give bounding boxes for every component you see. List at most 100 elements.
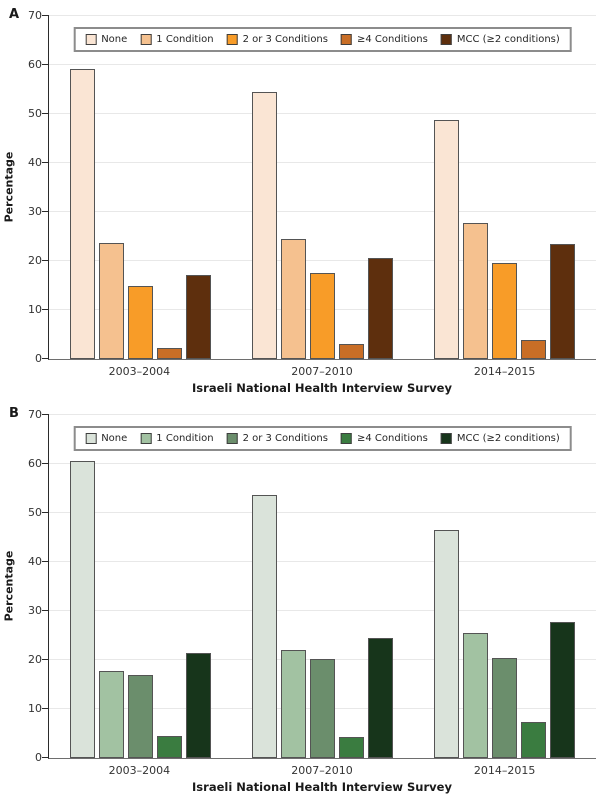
x-tick-label: 2003–2004	[108, 764, 171, 777]
plot-area: None 1 Condition 2 or 3 Conditions ≥4 Condi…	[42, 15, 596, 360]
legend-entry-4-conditions: ≥4 Conditions	[340, 433, 428, 444]
x-tick-label: 2007–2010	[291, 764, 353, 777]
legend-swatch-1-condition	[140, 34, 152, 45]
y-tick-label: 30	[28, 604, 42, 617]
bar-2-or-3-conditions	[309, 658, 335, 758]
y-tick-mark	[42, 561, 49, 562]
y-tick-mark	[42, 162, 49, 163]
legend-swatch-4-conditions	[340, 433, 352, 444]
legend: None 1 Condition 2 or 3 Conditions ≥4 Condi…	[73, 426, 572, 451]
legend-entry-2-or-3-conditions: 2 or 3 Conditions	[226, 34, 328, 45]
legend-label: None	[101, 34, 128, 45]
legend-label: ≥4 Conditions	[356, 433, 428, 444]
y-tick-mark	[42, 113, 49, 114]
gridline	[49, 260, 596, 261]
bar-2-or-3-conditions	[492, 658, 518, 758]
bar-group-2014-2015	[414, 15, 596, 359]
x-axis-ticks: 2003–2004 2007–2010 2014–2015	[48, 764, 596, 777]
y-tick-label: 60	[28, 457, 42, 470]
bar-4-conditions	[156, 347, 182, 359]
bar-1-condition	[280, 650, 306, 758]
bar-mcc-2-conditions	[185, 275, 211, 359]
y-tick-mark	[42, 512, 49, 513]
bar-none	[434, 530, 460, 758]
bar-2-or-3-conditions	[127, 286, 153, 359]
bar-mcc-2-conditions	[185, 652, 211, 758]
gridline	[49, 162, 596, 163]
y-axis-ticks: 0 10 20 30 40 50 60 70	[16, 409, 42, 763]
legend-entry-none: None	[85, 433, 127, 444]
plot-area: None 1 Condition 2 or 3 Conditions ≥4 Condi…	[42, 414, 596, 759]
bar-group-2014-2015	[414, 414, 596, 758]
gridline	[49, 463, 596, 464]
bar-4-conditions	[338, 343, 364, 359]
legend-label: None	[101, 433, 128, 444]
y-tick-label: 50	[28, 107, 42, 120]
y-axis-title: Percentage	[2, 151, 16, 223]
legend-entry-mcc-2-conditions: MCC (≥2 conditions)	[440, 433, 560, 444]
y-tick-mark	[42, 358, 49, 359]
bar-none	[251, 92, 277, 359]
legend-swatch-mcc-2-conditions	[440, 34, 452, 45]
bar-group-2007-2010	[231, 414, 413, 758]
legend-label: 1 Condition	[156, 34, 214, 45]
y-axis-title: Percentage	[2, 550, 16, 622]
legend-entry-1-condition: 1 Condition	[140, 34, 214, 45]
bar-4-conditions	[156, 735, 182, 758]
y-tick-label: 10	[28, 702, 42, 715]
legend-swatch-1-condition	[140, 433, 152, 444]
gridline	[49, 211, 596, 212]
bar-mcc-2-conditions	[550, 622, 576, 758]
y-tick-label: 0	[35, 352, 42, 365]
legend-label: MCC (≥2 conditions)	[456, 433, 560, 444]
y-tick-mark	[42, 463, 49, 464]
legend-swatch-mcc-2-conditions	[440, 433, 452, 444]
bar-4-conditions	[521, 339, 547, 359]
bar-1-condition	[463, 222, 489, 359]
y-tick-label: 40	[28, 156, 42, 169]
legend: None 1 Condition 2 or 3 Conditions ≥4 Condi…	[73, 27, 572, 52]
bar-4-conditions	[338, 737, 364, 758]
bar-mcc-2-conditions	[367, 637, 393, 758]
legend-entry-mcc-2-conditions: MCC (≥2 conditions)	[440, 34, 560, 45]
legend-swatch-none	[85, 34, 97, 45]
x-tick-label: 2007–2010	[291, 365, 353, 378]
bar-none	[434, 120, 460, 359]
x-axis-title: Israeli National Health Interview Survey	[192, 381, 452, 395]
gridline	[49, 561, 596, 562]
bar-2-or-3-conditions	[492, 263, 518, 359]
bar-1-condition	[463, 632, 489, 758]
bar-1-condition	[98, 670, 124, 758]
bar-1-condition	[98, 242, 124, 359]
y-tick-label: 20	[28, 653, 42, 666]
gridline	[49, 414, 596, 415]
gridline	[49, 64, 596, 65]
legend-swatch-2-or-3-conditions	[226, 34, 238, 45]
y-tick-label: 70	[28, 408, 42, 421]
legend-label: ≥4 Conditions	[356, 34, 428, 45]
legend-label: 2 or 3 Conditions	[242, 433, 328, 444]
legend-entry-1-condition: 1 Condition	[140, 433, 214, 444]
y-tick-label: 10	[28, 303, 42, 316]
y-tick-mark	[42, 15, 49, 16]
bar-group-2007-2010	[231, 15, 413, 359]
y-tick-label: 20	[28, 254, 42, 267]
bar-none	[69, 68, 95, 359]
legend-swatch-2-or-3-conditions	[226, 433, 238, 444]
bar-groups	[49, 414, 596, 758]
y-tick-mark	[42, 260, 49, 261]
legend-label: 2 or 3 Conditions	[242, 34, 328, 45]
bar-mcc-2-conditions	[550, 243, 576, 359]
bar-2-or-3-conditions	[309, 272, 335, 359]
y-tick-label: 30	[28, 205, 42, 218]
x-tick-label: 2003–2004	[108, 365, 171, 378]
y-tick-label: 0	[35, 751, 42, 764]
panel-label: B	[9, 406, 19, 421]
y-tick-label: 60	[28, 58, 42, 71]
y-tick-mark	[42, 309, 49, 310]
legend-swatch-4-conditions	[340, 34, 352, 45]
chart-panel-a: A Percentage 0 10 20 30 40 50 60 70 None 1 Condi…	[0, 0, 610, 398]
panel-label: A	[9, 7, 20, 22]
x-axis-title: Israeli National Health Interview Survey	[192, 780, 452, 794]
bar-group-2003-2004	[49, 15, 231, 359]
